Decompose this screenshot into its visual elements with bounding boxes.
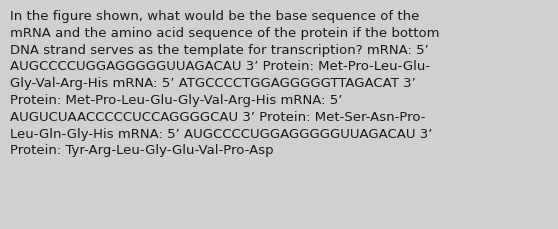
Text: In the figure shown, what would be the base sequence of the
mRNA and the amino a: In the figure shown, what would be the b… (10, 10, 440, 157)
